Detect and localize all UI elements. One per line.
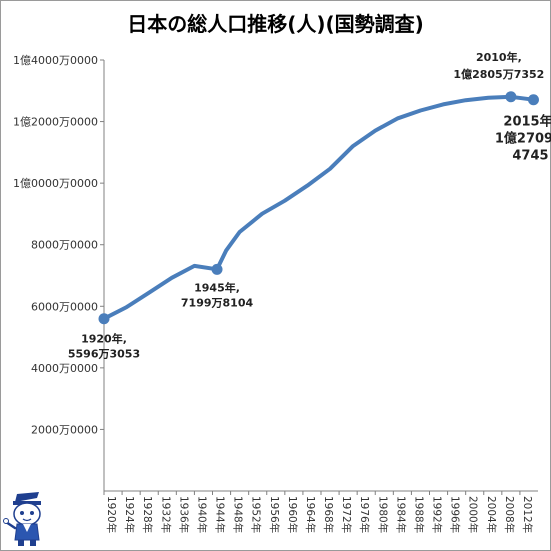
x-tick-label: 1944年: [214, 496, 227, 533]
x-tick-label: 1976年: [358, 496, 371, 533]
annotation-label-2010: 2010年,: [476, 50, 522, 64]
data-point: [125, 305, 129, 309]
x-tick-label: 1928年: [141, 496, 154, 533]
annotation-label-2015: 4745: [512, 149, 548, 164]
y-tick-label: 1億0000万0000: [13, 177, 98, 190]
highlight-marker-1945: [211, 263, 223, 275]
x-tick-label: 1940年: [195, 496, 208, 533]
mascot-character-icon: [3, 488, 51, 548]
data-point: [305, 184, 309, 188]
x-tick-label: 1956年: [268, 496, 281, 533]
annotation-label-1945: 7199万8104: [181, 296, 254, 309]
y-tick-label: 4000万0000: [31, 362, 98, 375]
y-tick-label: 2000万0000: [31, 423, 98, 436]
chart-title: 日本の総人口推移(人)(国勢調査): [127, 12, 424, 36]
data-point: [170, 276, 174, 280]
y-tick-label: 1億2000万0000: [13, 116, 98, 129]
data-point: [396, 116, 400, 120]
annotation-label-1920: 1920年,: [81, 332, 127, 346]
annotation-label-1920: 5596万3053: [68, 348, 140, 361]
highlight-marker-2015: [527, 94, 539, 106]
x-tick-label: 1952年: [250, 496, 263, 533]
y-tick-label: 6000万0000: [31, 300, 98, 313]
data-point: [328, 167, 332, 171]
data-point: [238, 230, 242, 234]
annotation-label-1945: 1945年,: [194, 280, 240, 294]
x-tick-label: 2000年: [467, 496, 480, 533]
x-tick-label: 1996年: [449, 496, 462, 533]
x-tick-label: 1984年: [394, 496, 407, 533]
population-series-line: [102, 94, 536, 321]
highlight-marker-2010: [505, 91, 517, 103]
x-tick-label: 1920年: [105, 496, 118, 533]
x-tick-label: 1980年: [376, 496, 389, 533]
x-tick-label: 2008年: [503, 496, 516, 533]
annotation-label-2015: 1億2709万: [495, 131, 551, 147]
x-tick-label: 2004年: [485, 496, 498, 533]
x-tick-label: 1992年: [431, 496, 444, 533]
annotation-label-2015: 2015年,: [503, 114, 551, 130]
annotation-label-2010: 1億2805万7352: [453, 67, 544, 81]
data-point: [147, 291, 151, 295]
y-tick-label: 1億4000万0000: [13, 54, 98, 67]
data-point: [418, 108, 422, 112]
x-tick-label: 1924年: [123, 496, 136, 533]
x-tick-label: 1972年: [340, 496, 353, 533]
y-tick-label: 8000万0000: [31, 239, 98, 252]
data-point: [192, 264, 196, 268]
x-tick-label: 1968年: [322, 496, 335, 533]
highlight-marker-1920: [98, 313, 110, 325]
data-point: [224, 249, 228, 253]
data-point: [486, 96, 490, 100]
data-point: [283, 199, 287, 203]
x-tick-label: 2012年: [521, 496, 534, 533]
x-tick-label: 1960年: [286, 496, 299, 533]
x-tick-label: 1932年: [159, 496, 172, 533]
x-tick-label: 1988年: [412, 496, 425, 533]
data-point: [260, 212, 264, 216]
data-point: [464, 98, 468, 102]
data-point: [441, 102, 445, 106]
data-point: [373, 129, 377, 133]
x-tick-label: 1948年: [232, 496, 245, 533]
x-tick-label: 1936年: [177, 496, 190, 533]
data-point: [351, 144, 355, 148]
x-tick-label: 1964年: [304, 496, 317, 533]
